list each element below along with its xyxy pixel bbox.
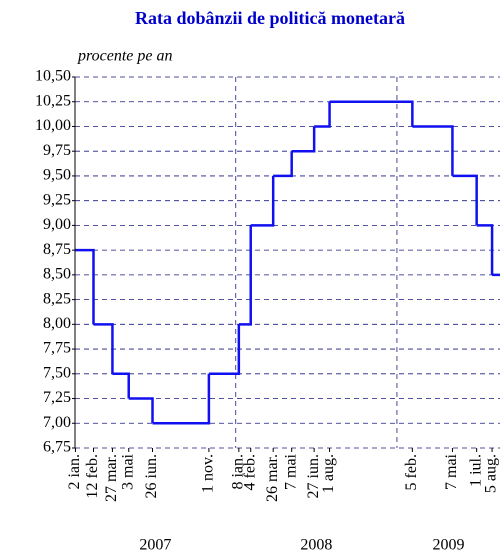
step-segment [250, 175, 275, 227]
x-tick-label: 8 ian. [230, 454, 247, 490]
y-tick-label: 7,00 [43, 414, 71, 431]
step-segment [238, 225, 252, 326]
x-tick-label: 27 mar. [103, 454, 120, 502]
y-tick-label: 6,75 [43, 439, 71, 456]
x-tick-label: 7 mai [282, 453, 299, 490]
x-tick-label: 7 mai [443, 453, 460, 490]
step-segment [128, 397, 154, 424]
x-tick-label: 5 aug. [483, 454, 500, 493]
step-segment [476, 224, 494, 275]
x-tick-label: 2 ian. [66, 454, 83, 490]
step-segment [152, 373, 211, 425]
subtitle: procente pe an [77, 48, 172, 65]
y-tick-label: 9,50 [43, 167, 71, 184]
year-label: 2007 [139, 537, 171, 554]
step-segment [412, 125, 454, 176]
step-segment [291, 126, 316, 153]
y-tick-label: 10,25 [35, 92, 71, 109]
step-segment [93, 323, 114, 374]
y-tick-label: 9,00 [43, 216, 71, 233]
x-tick-label: 12 feb. [84, 454, 101, 498]
y-tick-label: 8,25 [43, 290, 71, 307]
x-tick-label: 3 mai [119, 453, 136, 490]
year-label: 2008 [300, 537, 332, 554]
x-tick-label: 4 feb. [241, 454, 258, 490]
x-tick-label: 5 feb. [403, 454, 420, 490]
chart-title: Rata dobânzii de politică monetară [135, 8, 405, 28]
y-tick-label: 9,25 [43, 191, 71, 208]
x-tick-label: 1 nov. [200, 454, 217, 493]
step-segment [75, 248, 95, 325]
y-tick-label: 7,75 [43, 340, 71, 357]
step-segment [112, 372, 130, 399]
step-segment [452, 174, 478, 226]
y-tick-label: 8,00 [43, 315, 71, 332]
x-tick-label: 26 mar. [264, 454, 281, 502]
step-segment [273, 151, 293, 178]
y-tick-label: 9,75 [43, 142, 71, 159]
x-tick-label: 27 iun. [305, 454, 322, 498]
y-tick-label: 8,50 [43, 266, 71, 283]
step-segment [329, 100, 414, 127]
x-tick-label: 1 iul. [467, 454, 484, 487]
x-tick-label: 1 aug. [320, 454, 337, 493]
y-tick-label: 7,25 [43, 389, 71, 406]
step-segment [314, 101, 331, 128]
y-tick-label: 10,50 [35, 68, 71, 85]
y-tick-label: 8,75 [43, 241, 71, 258]
year-label: 2009 [432, 537, 464, 554]
y-tick-label: 10,00 [35, 117, 71, 134]
x-tick-label: 26 iun. [143, 454, 160, 498]
y-tick-label: 7,50 [43, 364, 71, 381]
step-segment [208, 324, 241, 376]
